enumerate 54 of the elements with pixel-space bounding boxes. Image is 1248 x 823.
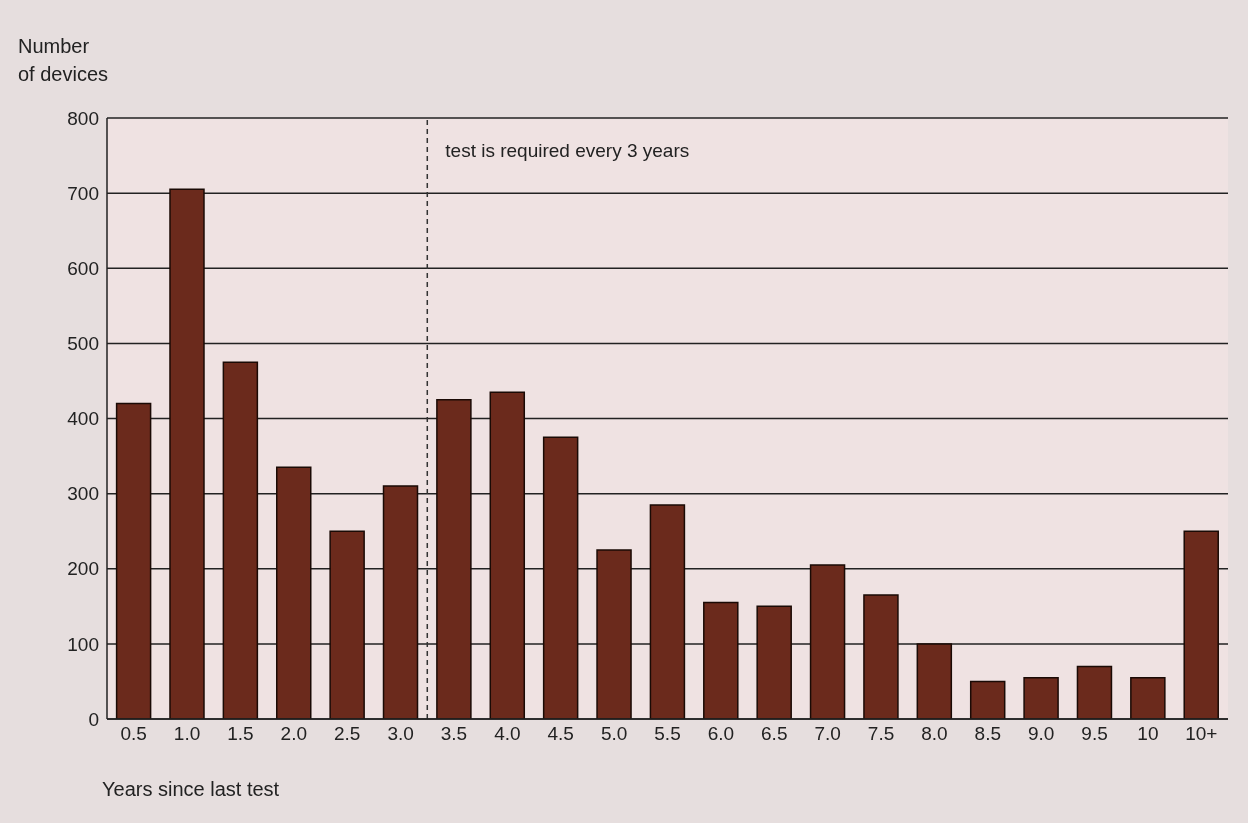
- bar: [329, 530, 365, 719]
- x-tick-label: 8.0: [921, 723, 948, 745]
- x-tick-label: 0.5: [120, 723, 147, 745]
- bar: [969, 680, 1006, 719]
- y-tick-label: 200: [67, 558, 99, 580]
- y-axis-title: Number of devices: [18, 34, 109, 87]
- bar: [222, 361, 259, 719]
- x-axis-title: Years since last test: [102, 778, 280, 801]
- bar: [382, 485, 419, 719]
- bar: [916, 643, 953, 719]
- bar: [542, 436, 579, 719]
- x-tick-label: 3.5: [440, 723, 468, 745]
- bar: [703, 601, 739, 719]
- bar: [1183, 530, 1219, 719]
- y-tick-label: 700: [67, 182, 99, 204]
- x-tick-label: 6.5: [761, 723, 788, 745]
- bar: [489, 391, 526, 719]
- x-tick-label: 1.0: [173, 723, 201, 745]
- y-tick-label: 600: [67, 257, 99, 279]
- bar: [115, 402, 152, 719]
- x-tick-label: 5.0: [600, 723, 628, 745]
- x-tick-label: 10: [1137, 723, 1159, 745]
- bar: [436, 398, 472, 719]
- x-tick-label: 7.0: [814, 723, 841, 745]
- bar: [596, 549, 632, 719]
- x-tick-label: 10+: [1185, 723, 1218, 745]
- ref-line-label: test is required every 3 years: [445, 140, 690, 162]
- x-tick-label: 2.0: [280, 723, 308, 745]
- x-tick-label: 4.0: [494, 723, 521, 745]
- bar: [649, 504, 686, 719]
- bar: [863, 594, 899, 719]
- y-tick-label: 300: [67, 483, 99, 505]
- y-tick-label: 500: [67, 333, 99, 355]
- x-tick-label: 7.5: [867, 723, 895, 745]
- x-tick-label: 9.0: [1027, 723, 1055, 745]
- bar: [1076, 665, 1113, 719]
- x-tick-label: 5.5: [654, 723, 681, 745]
- x-tick-label: 1.5: [227, 723, 254, 745]
- x-tick-label: 6.0: [707, 723, 735, 745]
- y-tick-label: 400: [67, 408, 99, 430]
- bar: [756, 605, 792, 719]
- bar: [1023, 676, 1059, 719]
- bar: [1130, 676, 1166, 719]
- y-tick-label: 100: [67, 633, 99, 655]
- x-tick-label: 9.5: [1081, 723, 1108, 745]
- x-tick-label: 4.5: [547, 723, 574, 745]
- x-tick-label: 3.0: [387, 723, 414, 745]
- bar: [809, 564, 846, 719]
- x-tick-label: 8.5: [974, 723, 1001, 745]
- x-tick-label: 2.5: [334, 723, 361, 745]
- bar: [276, 466, 312, 719]
- bar: [169, 188, 205, 719]
- y-tick-label: 0: [88, 708, 99, 730]
- y-tick-label: 800: [67, 107, 99, 129]
